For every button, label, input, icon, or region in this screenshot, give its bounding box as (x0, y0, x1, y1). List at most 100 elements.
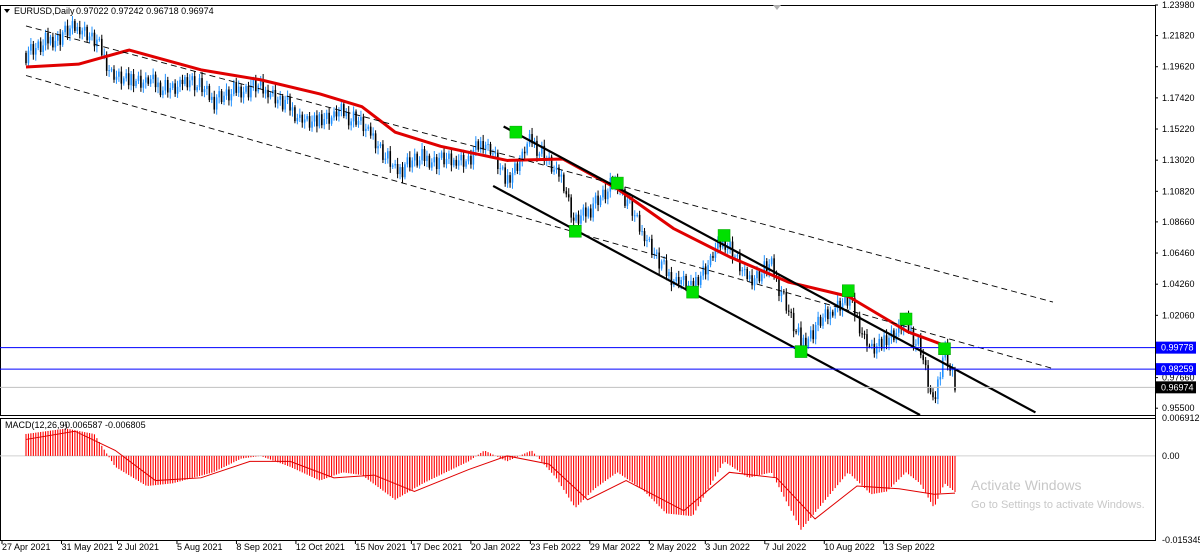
candle-body (663, 260, 665, 262)
watermark-subtitle: Go to Settings to activate Windows. (971, 499, 1145, 511)
candle-body (494, 152, 497, 154)
candle (812, 324, 815, 344)
candle-body (472, 149, 475, 165)
candle-body (325, 112, 328, 119)
candle-body (96, 39, 98, 47)
candle (61, 30, 64, 47)
candle (362, 113, 365, 137)
panel-collapse-icon[interactable] (773, 5, 781, 10)
candle (213, 90, 216, 114)
candle-body (233, 81, 235, 95)
candle-body (567, 194, 570, 198)
candle-body (100, 38, 103, 56)
candle (347, 106, 350, 130)
price-tick-label: 0.97660 (1162, 373, 1195, 383)
candle (184, 74, 186, 87)
candle (323, 112, 326, 130)
candle-body (137, 75, 140, 81)
candle-body (218, 91, 220, 98)
candle-body (247, 85, 250, 98)
candle-body (699, 275, 702, 285)
candle-body (443, 152, 445, 165)
candle-body (179, 79, 181, 87)
candle (655, 249, 658, 259)
candle-body (171, 83, 174, 88)
candle-body (387, 151, 389, 159)
candle (431, 158, 433, 171)
candle (484, 141, 487, 155)
candle-body (780, 291, 783, 297)
candle-body (910, 329, 912, 331)
candle-body (868, 345, 871, 347)
candle-body (499, 168, 502, 170)
price-label-box (1156, 341, 1196, 354)
candle-body (565, 191, 568, 195)
candle-body (514, 163, 516, 174)
candle (795, 329, 797, 335)
candle (394, 159, 396, 169)
candle-body (827, 309, 829, 320)
candle-body (526, 143, 528, 154)
candle (915, 339, 917, 352)
candle-body (64, 25, 66, 33)
candle-body (169, 87, 172, 93)
candle-body (69, 28, 71, 36)
time-tick-label: 13 Sep 2022 (884, 542, 935, 552)
candle (582, 204, 585, 221)
candle-body (306, 116, 308, 120)
candle-body (343, 104, 345, 117)
candle (445, 152, 448, 169)
price-tick-label: 1.21820 (1162, 31, 1195, 41)
candle-body (340, 104, 343, 111)
signal-marker (509, 125, 523, 139)
price-tick-label: 1.23980 (1162, 0, 1195, 10)
candle (435, 154, 438, 175)
candle-body (658, 252, 660, 269)
candle-body (242, 91, 245, 98)
candle-body (677, 276, 680, 285)
candle (829, 306, 832, 326)
candle (462, 149, 465, 173)
candle-body (932, 392, 934, 398)
candle-body (418, 160, 421, 166)
candle-body (345, 112, 348, 117)
candle (587, 206, 590, 219)
candle-body (787, 310, 790, 312)
candle (707, 260, 709, 281)
candle-body (281, 96, 284, 110)
candle (577, 210, 580, 227)
candle-body (122, 78, 125, 84)
symbol-dropdown-icon[interactable] (4, 9, 10, 13)
candle-body (379, 144, 382, 147)
candle-body (316, 115, 318, 127)
candle (83, 21, 86, 37)
candle (34, 42, 37, 61)
candle (355, 109, 357, 127)
candle (699, 271, 702, 289)
dashed-channel-line (25, 25, 1054, 303)
candle-body (589, 208, 592, 218)
candle (770, 256, 773, 267)
candle (514, 161, 516, 176)
candle-body (915, 344, 917, 346)
candle-body (668, 272, 670, 277)
candle (100, 34, 103, 59)
candle (580, 209, 582, 228)
candle (883, 331, 885, 352)
candle (702, 260, 704, 280)
candle (154, 71, 157, 93)
candle-body (550, 156, 553, 172)
candle-body (115, 76, 118, 80)
signal-marker (611, 176, 624, 190)
candle-body (844, 295, 846, 304)
candle (489, 141, 492, 157)
candle-body (575, 214, 577, 221)
candle-body (758, 271, 761, 282)
price-tick-label: 1.19620 (1162, 62, 1195, 72)
candle (450, 148, 453, 172)
candle (472, 146, 475, 170)
candle (142, 79, 145, 93)
candle-body (108, 70, 110, 72)
candle-body (831, 311, 834, 316)
candle (369, 122, 372, 139)
